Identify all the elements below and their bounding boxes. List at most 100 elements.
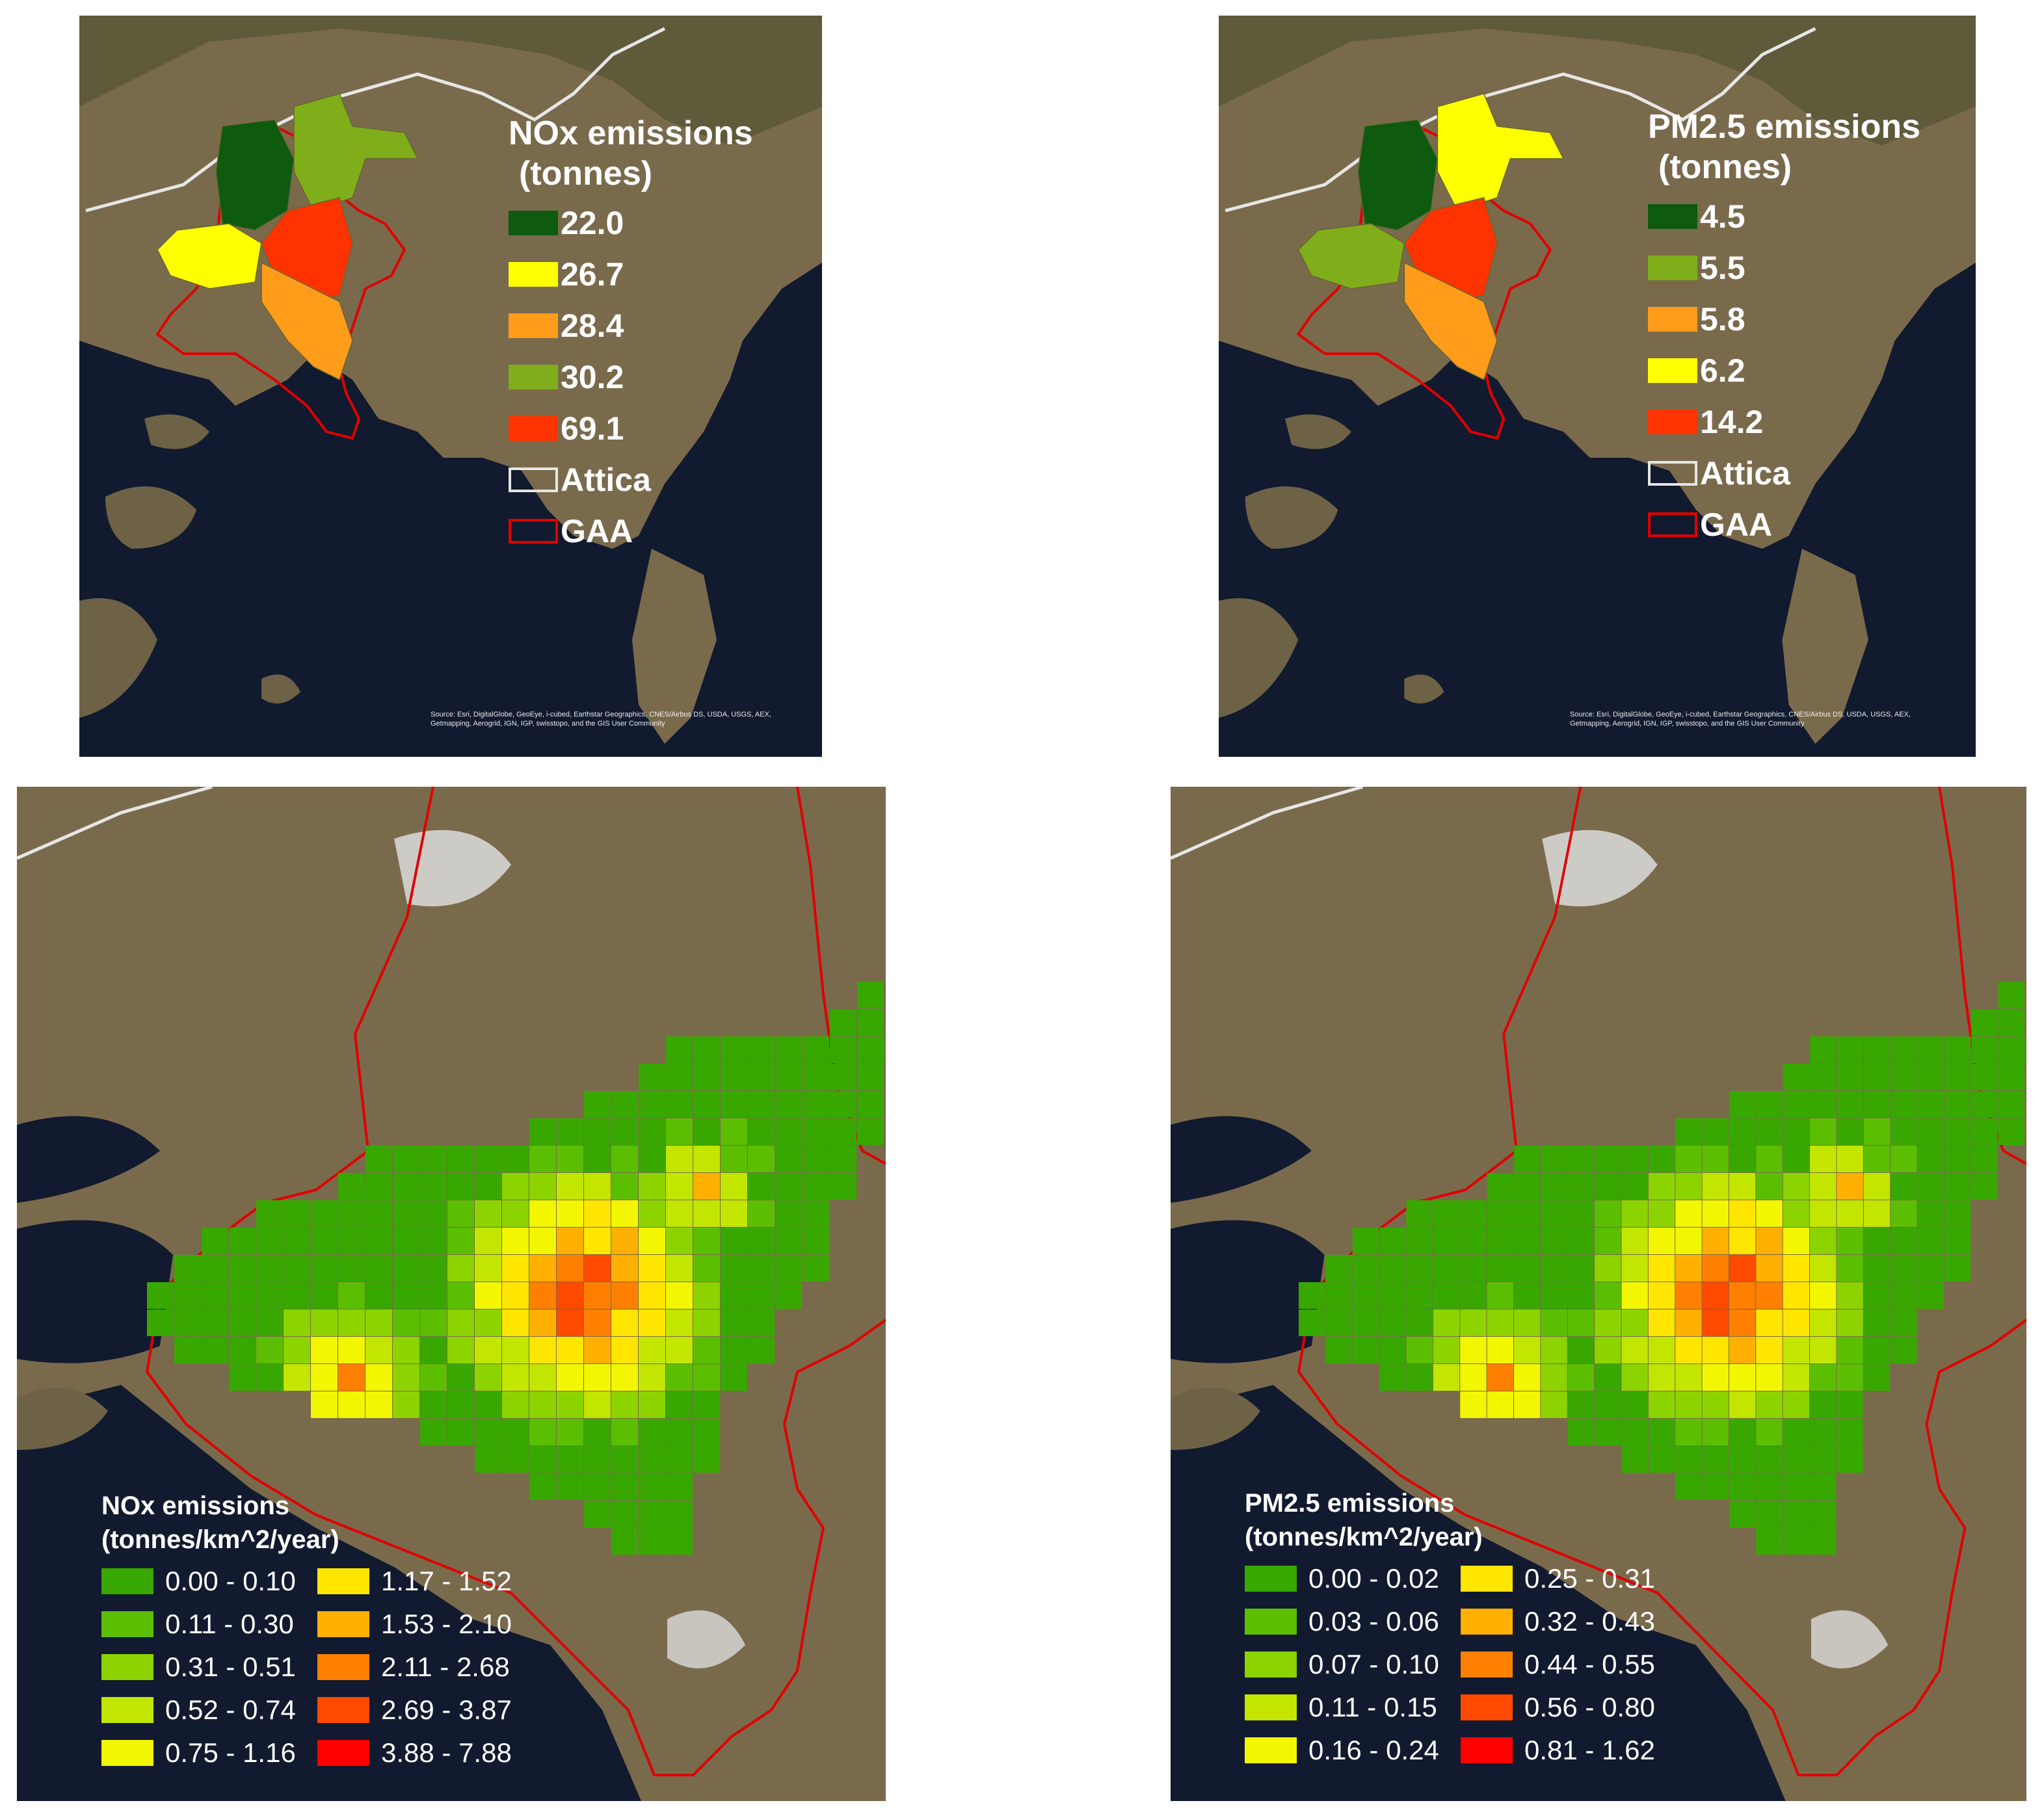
grid-cell [830, 1118, 856, 1145]
grid-cell [666, 1228, 693, 1254]
grid-cell [639, 1228, 665, 1254]
grid-cell [721, 1282, 747, 1309]
region-0 [1357, 119, 1439, 231]
grid-cell [365, 1200, 392, 1227]
grid-cell [502, 1337, 529, 1363]
grid-cell [1837, 1173, 1863, 1200]
grid-cell [1621, 1173, 1648, 1200]
grid-cell [475, 1255, 501, 1282]
legend-label: 0.16 - 0.24 [1308, 1735, 1439, 1765]
grid-cell [1648, 1228, 1675, 1254]
legend-label: 3.88 - 7.88 [381, 1737, 512, 1768]
grid-cell [529, 1419, 556, 1445]
grid-cell [693, 1337, 720, 1363]
grid-cell [1944, 1173, 1971, 1200]
legend-item: 0.11 - 0.30 [101, 1609, 294, 1640]
grid-cell [1810, 1364, 1837, 1391]
legend-label: 69.1 [561, 410, 624, 447]
grid-cell [1595, 1309, 1621, 1336]
legend-swatch [1648, 512, 1697, 537]
grid-cell [1863, 1255, 1891, 1282]
grid-cell [666, 1064, 693, 1090]
legend-item: GAA [1648, 506, 1772, 544]
legend-label: 0.52 - 0.74 [165, 1694, 296, 1725]
legend-swatch [1648, 256, 1697, 280]
grid-cell [1944, 1064, 1971, 1090]
grid-cell [611, 1146, 638, 1172]
grid-cell [1648, 1391, 1675, 1418]
grid-cell [830, 1009, 856, 1036]
grid-cell [502, 1228, 529, 1254]
grid-cell [1891, 1173, 1917, 1200]
grid-cell [1944, 1228, 1971, 1254]
grid-cell [1783, 1064, 1810, 1090]
grid-cell [1541, 1228, 1567, 1254]
grid-cell [721, 1036, 747, 1063]
grid-cell [475, 1282, 501, 1309]
grid-cell [693, 1309, 720, 1336]
grid-cell [1863, 1282, 1891, 1309]
grid-cell [202, 1282, 228, 1309]
grid-cell [529, 1364, 556, 1391]
grid-cell [1325, 1282, 1352, 1309]
grid-cell [1783, 1419, 1810, 1445]
grid-cell [1567, 1309, 1595, 1336]
grid-cell [1863, 1228, 1891, 1254]
grid-cell [338, 1282, 365, 1309]
grid-cell [475, 1391, 501, 1418]
grid-cell [1810, 1146, 1837, 1172]
grid-cell [830, 1146, 856, 1172]
grid-cell [584, 1091, 611, 1118]
grid-cell [1595, 1419, 1621, 1445]
legend-item: 0.52 - 0.74 [101, 1694, 296, 1726]
grid-cell [1891, 1228, 1917, 1254]
map-pm25-grid: PM2.5 emissions (tonnes/km^2/year) 0.00 … [1171, 787, 2026, 1801]
grid-cell [1352, 1309, 1379, 1336]
grid-cell [1567, 1200, 1595, 1227]
grid-cell [1917, 1200, 1944, 1227]
grid-cell [639, 1173, 665, 1200]
grid-cell [584, 1364, 611, 1391]
grid-cell [1513, 1337, 1541, 1363]
grid-cell [803, 1091, 829, 1118]
legend-title-line1: PM2.5 emissions [1648, 108, 1921, 146]
grid-cell [1783, 1200, 1810, 1227]
legend-item: 14.2 [1648, 403, 1763, 441]
grid-cell [1756, 1337, 1783, 1363]
grid-cell [256, 1228, 283, 1254]
grid-cell [1998, 1009, 2025, 1036]
grid-cell [393, 1337, 419, 1363]
legend-swatch [509, 519, 558, 544]
grid-cell [393, 1228, 419, 1254]
grid-cell [1513, 1200, 1541, 1227]
grid-cell [557, 1446, 583, 1473]
grid-cell [1648, 1364, 1675, 1391]
grid-cell [557, 1200, 583, 1227]
grid-cell [1460, 1255, 1487, 1282]
legend-swatch [317, 1611, 369, 1637]
grid-cell [202, 1337, 228, 1363]
legend-label: 22.0 [561, 205, 624, 241]
grid-cell [666, 1200, 693, 1227]
grid-cell [557, 1146, 583, 1172]
legend-item: 0.81 - 1.62 [1461, 1735, 1655, 1766]
grid-cell [1567, 1146, 1595, 1172]
grid-cell [311, 1228, 338, 1254]
legend-item: 0.03 - 0.06 [1245, 1606, 1439, 1637]
grid-cell [447, 1337, 474, 1363]
grid-cell [529, 1391, 556, 1418]
legend-item: 26.7 [509, 256, 624, 293]
grid-cell [1810, 1255, 1837, 1282]
grid-cell [611, 1391, 638, 1418]
grid-cell [1756, 1501, 1783, 1527]
grid-cell [1648, 1419, 1675, 1445]
grid-cell [1729, 1282, 1756, 1309]
grid-cell [1971, 1036, 1998, 1063]
grid-cell [1917, 1146, 1944, 1172]
grid-cell [666, 1282, 693, 1309]
grid-cell [1702, 1255, 1729, 1282]
legend-swatch [101, 1568, 153, 1594]
grid-cell [666, 1473, 693, 1500]
grid-cell [1702, 1173, 1729, 1200]
grid-cell [666, 1337, 693, 1363]
